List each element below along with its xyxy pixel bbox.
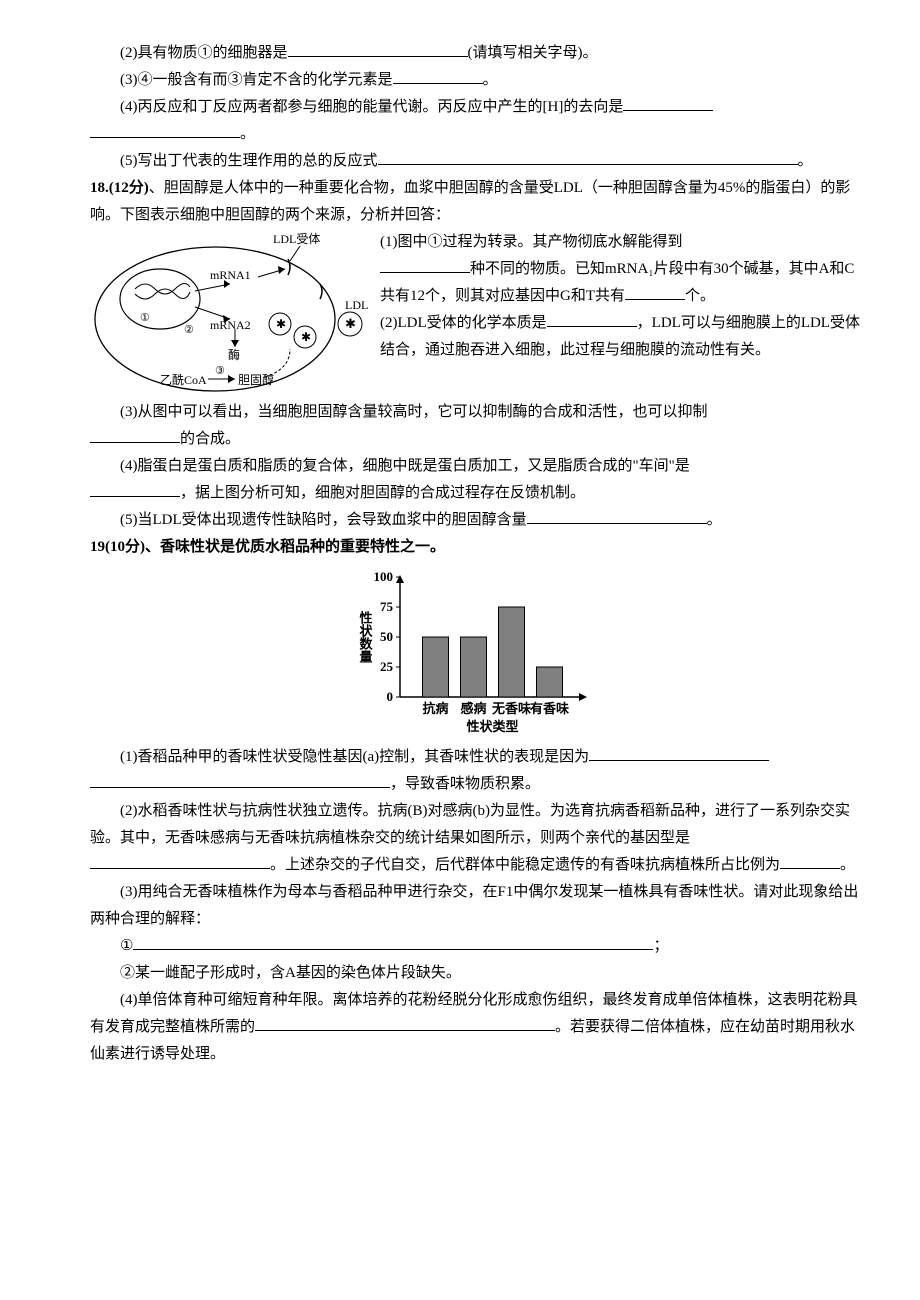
svg-text:50: 50 (380, 629, 393, 644)
label-acoa: 乙酰CoA (160, 373, 207, 387)
blank (90, 772, 390, 788)
q17-line2: (2)具有物质①的细胞器是 (请填写相关字母)。 (90, 40, 860, 67)
label-n2: ② (184, 324, 194, 336)
blank (780, 853, 840, 869)
q18-l4-text: (4)脂蛋白是蛋白质和脂质的复合体，细胞中既是蛋白质加工，又是脂质合成的"车间"… (120, 458, 690, 474)
q18-l4: (4)脂蛋白是蛋白质和脂质的复合体，细胞中既是蛋白质加工，又是脂质合成的"车间"… (90, 453, 860, 480)
blank (90, 427, 180, 443)
q19-p2b-text: 。上述杂交的子代自交，后代群体中能稳定遗传的有香味抗病植株所占比例为 (270, 857, 780, 873)
q17-l4-text: (4)丙反应和丁反应两者都参与细胞的能量代谢。丙反应中产生的[H]的去向是 (120, 99, 623, 115)
label-enzyme: 酶 (228, 347, 240, 362)
q19-p3-1: ①； (90, 933, 860, 960)
blank (589, 745, 769, 761)
label-n1: ① (140, 312, 150, 324)
label-ldl: LDL (345, 298, 368, 312)
svg-text:0: 0 (387, 689, 394, 704)
q19-p3-2-text: ②某一雌配子形成时，含A基因的染色体片段缺失。 (120, 965, 461, 981)
q19-p4: (4)单倍体育种可缩短育种年限。离体培养的花粉经脱分化形成愈伤组织，最终发育成单… (90, 987, 860, 1068)
blank (380, 257, 470, 273)
q19-p1: (1)香稻品种甲的香味性状受隐性基因(a)控制，其香味性状的表现是因为 (90, 744, 860, 771)
q18-r1c: 个。 (685, 288, 715, 304)
svg-text:100: 100 (374, 569, 394, 584)
q18-diagram: ① ② mRNA1 mRNA2 酶 乙酰CoA 胆固醇 ③ ✱ ✱ L (90, 229, 370, 399)
svg-text:有香味: 有香味 (530, 701, 569, 716)
q19-head-text: 19(10分)、香味性状是优质水稻品种的重要特性之一。 (90, 539, 445, 555)
q18-right-text: (1)图中①过程为转录。其产物彻底水解能得到种不同的物质。已知mRNA₁片段中有… (380, 229, 860, 364)
q17-line3: (3)④一般含有而③肯定不含的化学元素是 。 (90, 67, 860, 94)
q19-p3-1-num: ① (120, 938, 133, 954)
q19-p1a: (1)香稻品种甲的香味性状受隐性基因(a)控制，其香味性状的表现是因为 (120, 749, 589, 765)
blank (547, 311, 637, 327)
q19-p2-text: (2)水稻香味性状与抗病性状独立遗传。抗病(B)对感病(b)为显性。为选育抗病香… (90, 803, 850, 846)
blank (378, 149, 798, 165)
q18-l5-text: (5)当LDL受体出现遗传性缺陷时，会导致血浆中的胆固醇含量 (120, 512, 527, 528)
svg-text:性状数量: 性状数量 (358, 610, 373, 664)
svg-text:✱: ✱ (301, 330, 311, 344)
blank (527, 508, 707, 524)
blank (90, 481, 180, 497)
q18-wrap: ① ② mRNA1 mRNA2 酶 乙酰CoA 胆固醇 ③ ✱ ✱ L (90, 229, 860, 399)
q18-stem: 、胆固醇是人体中的一种重要化合物，血浆中胆固醇的含量受LDL（一种胆固醇含量为4… (90, 180, 850, 223)
q17-l2-tail: (请填写相关字母)。 (468, 45, 598, 61)
blank (623, 95, 713, 111)
label-ldl-receptor: LDL受体 (273, 232, 320, 246)
svg-text:抗病: 抗病 (422, 701, 448, 716)
q17-l5-tail: 。 (798, 153, 813, 169)
q17-line4: (4)丙反应和丁反应两者都参与细胞的能量代谢。丙反应中产生的[H]的去向是 (90, 94, 860, 121)
q18-r2a: (2)LDL受体的化学本质是 (380, 315, 547, 331)
q18-l3: (3)从图中可以看出，当细胞胆固醇含量较高时，它可以抑制酶的合成和活性，也可以抑… (90, 399, 860, 426)
blank (133, 934, 653, 950)
blank (288, 41, 468, 57)
blank (393, 68, 483, 84)
q18-l4b-text: ，据上图分析可知，细胞对胆固醇的合成过程存在反馈机制。 (180, 485, 585, 501)
svg-text:25: 25 (380, 659, 394, 674)
q18-l4b: ，据上图分析可知，细胞对胆固醇的合成过程存在反馈机制。 (90, 480, 860, 507)
label-mrna1: mRNA1 (210, 268, 251, 282)
q17-l3-tail: 。 (483, 72, 498, 88)
blank (255, 1015, 555, 1031)
q19-p2c-text: 。 (840, 857, 855, 873)
q17-line5: (5)写出丁代表的生理作用的总的反应式 。 (90, 148, 860, 175)
q19-p2: (2)水稻香味性状与抗病性状独立遗传。抗病(B)对感病(b)为显性。为选育抗病香… (90, 798, 860, 879)
svg-text:75: 75 (380, 599, 394, 614)
q18-r1a: (1)图中①过程为转录。其产物彻底水解能得到 (380, 234, 683, 250)
blank (90, 122, 240, 138)
q19-chart: 0 25 50 75 100 性状数量抗病感病无香味有香味性状类型 (345, 567, 605, 742)
svg-text:性状类型: 性状类型 (466, 719, 518, 734)
q19-p3: (3)用纯合无香味植株作为母本与香稻品种甲进行杂交，在F1中偶尔发现某一植株具有… (90, 879, 860, 933)
q18-l3b-text: 的合成。 (180, 431, 240, 447)
blank (625, 284, 685, 300)
label-n3: ③ (215, 365, 225, 377)
q18-head: 18.(12分)、胆固醇是人体中的一种重要化合物，血浆中胆固醇的含量受LDL（一… (90, 175, 860, 229)
q17-line4b: 。 (90, 121, 860, 148)
q19-p3-2: ②某一雌配子形成时，含A基因的染色体片段缺失。 (90, 960, 860, 987)
blank (90, 853, 270, 869)
q19-p1b: ，导致香味物质积累。 (90, 771, 860, 798)
label-mrna2: mRNA2 (210, 318, 251, 332)
svg-text:✱: ✱ (345, 316, 356, 331)
q17-l4-tail: 。 (240, 126, 255, 142)
svg-text:无香味: 无香味 (491, 701, 531, 716)
q18-num: 18.(12分) (90, 180, 149, 196)
q18-l3b: 的合成。 (90, 426, 860, 453)
q17-l5-text: (5)写出丁代表的生理作用的总的反应式 (120, 153, 378, 169)
q18-l5b-text: 。 (707, 512, 722, 528)
label-chol: 胆固醇 (238, 372, 274, 387)
q19-p3-1-tail: ； (653, 938, 668, 954)
q19-p3-text: (3)用纯合无香味植株作为母本与香稻品种甲进行杂交，在F1中偶尔发现某一植株具有… (90, 884, 858, 927)
svg-text:感病: 感病 (460, 701, 486, 716)
svg-text:✱: ✱ (276, 317, 286, 331)
q17-l3-text: (3)④一般含有而③肯定不含的化学元素是 (120, 72, 393, 88)
q18-l3-text: (3)从图中可以看出，当细胞胆固醇含量较高时，它可以抑制酶的合成和活性，也可以抑… (120, 404, 708, 420)
q18-l5: (5)当LDL受体出现遗传性缺陷时，会导致血浆中的胆固醇含量 。 (90, 507, 860, 534)
q19-p1b-text: ，导致香味物质积累。 (390, 776, 540, 792)
q19-head: 19(10分)、香味性状是优质水稻品种的重要特性之一。 (90, 534, 860, 561)
q17-l2-text: (2)具有物质①的细胞器是 (120, 45, 288, 61)
